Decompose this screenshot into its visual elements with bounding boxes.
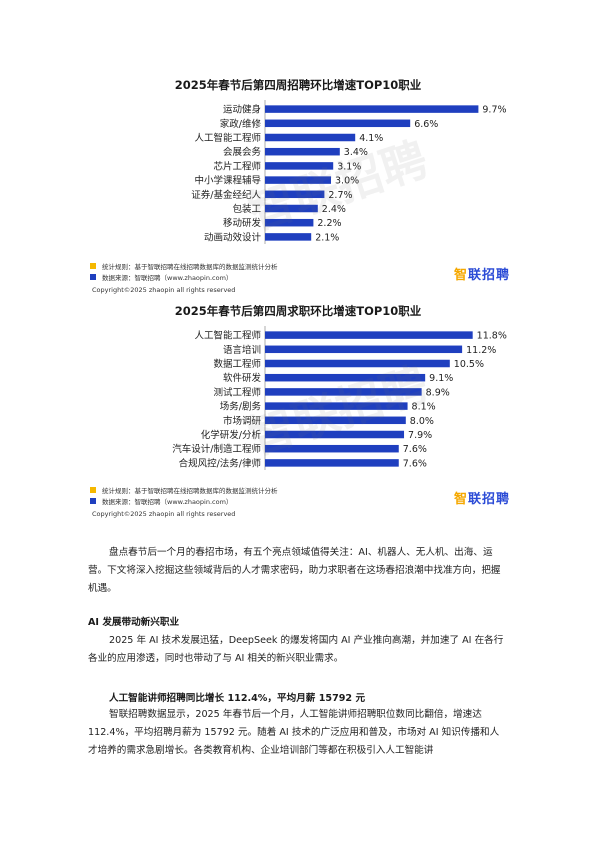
bar bbox=[265, 459, 399, 467]
value-label: 7.9% bbox=[408, 430, 432, 441]
bar bbox=[265, 119, 411, 128]
note-rule-row: 统计规则：基于智联招聘在线招聘数据库的数据监测统计分析 bbox=[90, 484, 510, 495]
chart-title: 2025年春节后第四周求职环比增速TOP10职业 bbox=[174, 304, 422, 318]
zhaopin-logo: 智联招聘 bbox=[453, 268, 510, 283]
blue-square-icon bbox=[90, 497, 96, 504]
value-label: 3.1% bbox=[337, 161, 361, 172]
chart-notes: 统计规则：基于智联招聘在线招聘数据库的数据监测统计分析 数据来源：智联招聘（ww… bbox=[90, 484, 510, 514]
category-label: 会展会务 bbox=[223, 146, 262, 158]
bar bbox=[265, 345, 463, 354]
category-label: 测试工程师 bbox=[213, 386, 261, 398]
value-label: 2.4% bbox=[322, 204, 346, 215]
note-rule-row: 统计规则：基于智联招聘在线招聘数据库的数据监测统计分析 bbox=[90, 260, 510, 271]
category-label: 中小学课程辅导 bbox=[194, 175, 261, 187]
bar bbox=[265, 402, 408, 410]
bar bbox=[265, 190, 325, 199]
section-paragraph: 2025 年 AI 技术发展迅猛，DeepSeek 的爆发将国内 AI 产业推向… bbox=[88, 635, 504, 664]
subsection-paragraph: 智联招聘数据显示，2025 年春节后一个月，人工智能讲师招聘职位数同比翻倍，增速… bbox=[88, 709, 500, 756]
category-label: 语言培训 bbox=[223, 344, 261, 356]
chart-recruitment-growth: 2025年春节后第四周招聘环比增速TOP10职业 运动健身 9.7% 家政/维修 6.… bbox=[88, 74, 508, 256]
bar bbox=[265, 218, 314, 227]
value-label: 7.6% bbox=[403, 458, 427, 469]
category-label: 动画动效设计 bbox=[204, 231, 262, 243]
note-source: 数据来源：智联招聘（www.zhaopin.com） bbox=[102, 273, 233, 282]
value-label: 6.6% bbox=[414, 119, 438, 130]
copyright: Copyright©2025 zhaopin all rights reserv… bbox=[92, 510, 236, 518]
category-label: 化学研发/分析 bbox=[201, 429, 262, 441]
value-label: 2.7% bbox=[328, 190, 352, 201]
value-label: 8.9% bbox=[426, 387, 450, 398]
chart-notes: 统计规则：基于智联招聘在线招聘数据库的数据监测统计分析 数据来源：智联招聘（ww… bbox=[90, 260, 510, 290]
note-rule: 统计规则：基于智联招聘在线招聘数据库的数据监测统计分析 bbox=[102, 486, 278, 495]
note-source-row: 数据来源：智联招聘（www.zhaopin.com） bbox=[90, 495, 510, 506]
value-label: 3.0% bbox=[335, 176, 359, 187]
value-label: 2.1% bbox=[315, 232, 339, 243]
value-label: 2.2% bbox=[317, 218, 341, 229]
section-heading: AI 发展带动新兴职业 bbox=[88, 617, 180, 628]
category-label: 包装工 bbox=[232, 203, 261, 215]
value-label: 10.5% bbox=[454, 359, 484, 370]
bar bbox=[265, 233, 312, 241]
category-label: 人工智能工程师 bbox=[194, 132, 261, 144]
value-label: 8.1% bbox=[412, 402, 436, 413]
value-label: 11.8% bbox=[477, 331, 507, 342]
bar bbox=[265, 176, 331, 184]
bar bbox=[265, 373, 426, 382]
category-label: 合规风控/法务/律师 bbox=[179, 457, 261, 469]
bar bbox=[265, 359, 450, 368]
category-label: 汽车设计/制造工程师 bbox=[172, 443, 261, 455]
category-label: 运动健身 bbox=[223, 104, 261, 116]
category-label: 证券/基金经纪人 bbox=[191, 189, 261, 201]
value-label: 7.6% bbox=[403, 444, 427, 455]
bar bbox=[265, 331, 473, 339]
category-label: 市场调研 bbox=[223, 415, 262, 427]
value-label: 9.1% bbox=[429, 373, 453, 384]
zhaopin-logo: 智联招聘 bbox=[453, 492, 510, 507]
category-label: 人工智能工程师 bbox=[194, 330, 261, 342]
bar bbox=[265, 204, 318, 213]
blue-square-icon bbox=[90, 273, 96, 280]
yellow-square-icon bbox=[90, 486, 96, 493]
value-label: 11.2% bbox=[466, 345, 496, 356]
chart-jobseeker-growth-plot: 人工智能工程师 11.8% 语言培训 11.2% 数据工程师 10.5% 软件研发 9.1% 测… bbox=[172, 326, 507, 470]
category-label: 软件研发 bbox=[223, 372, 262, 384]
value-label: 8.0% bbox=[410, 416, 434, 427]
bar bbox=[265, 388, 422, 396]
yellow-square-icon bbox=[90, 262, 96, 269]
bar bbox=[265, 133, 356, 142]
category-label: 场务/剧务 bbox=[220, 401, 262, 413]
category-label: 移动研发 bbox=[223, 217, 262, 229]
chart-jobseeker-growth: 2025年春节后第四周求职环比增速TOP10职业 人工智能工程师 11.8% 语言培… bbox=[88, 300, 508, 482]
copyright: Copyright©2025 zhaopin all rights reserv… bbox=[92, 286, 236, 294]
chart-title: 2025年春节后第四周招聘环比增速TOP10职业 bbox=[174, 78, 422, 92]
subsection-heading: 人工智能讲师招聘同比增长 112.4%，平均月薪 15792 元 bbox=[109, 693, 366, 704]
bar bbox=[265, 444, 399, 453]
bar bbox=[265, 430, 405, 439]
chart-recruitment-growth-plot: 运动健身 9.7% 家政/维修 6.6% 人工智能工程师 4.1% 会展会务 3.4% 芯片工程… bbox=[191, 100, 507, 244]
bar bbox=[265, 105, 479, 113]
intro-paragraph: 盘点春节后一个月的春招市场，有五个亮点领域值得关注：AI、机器人、无人机、出海、… bbox=[88, 547, 501, 594]
note-source: 数据来源：智联招聘（www.zhaopin.com） bbox=[102, 497, 233, 506]
category-label: 芯片工程师 bbox=[213, 160, 261, 172]
bar bbox=[265, 147, 340, 156]
bar bbox=[265, 162, 334, 170]
category-label: 家政/维修 bbox=[220, 118, 262, 130]
value-label: 9.7% bbox=[482, 105, 506, 116]
bar bbox=[265, 416, 406, 425]
note-rule: 统计规则：基于智联招聘在线招聘数据库的数据监测统计分析 bbox=[102, 262, 278, 271]
value-label: 3.4% bbox=[344, 147, 368, 158]
note-source-row: 数据来源：智联招聘（www.zhaopin.com） bbox=[90, 271, 510, 282]
category-label: 数据工程师 bbox=[213, 358, 261, 370]
value-label: 4.1% bbox=[359, 133, 383, 144]
